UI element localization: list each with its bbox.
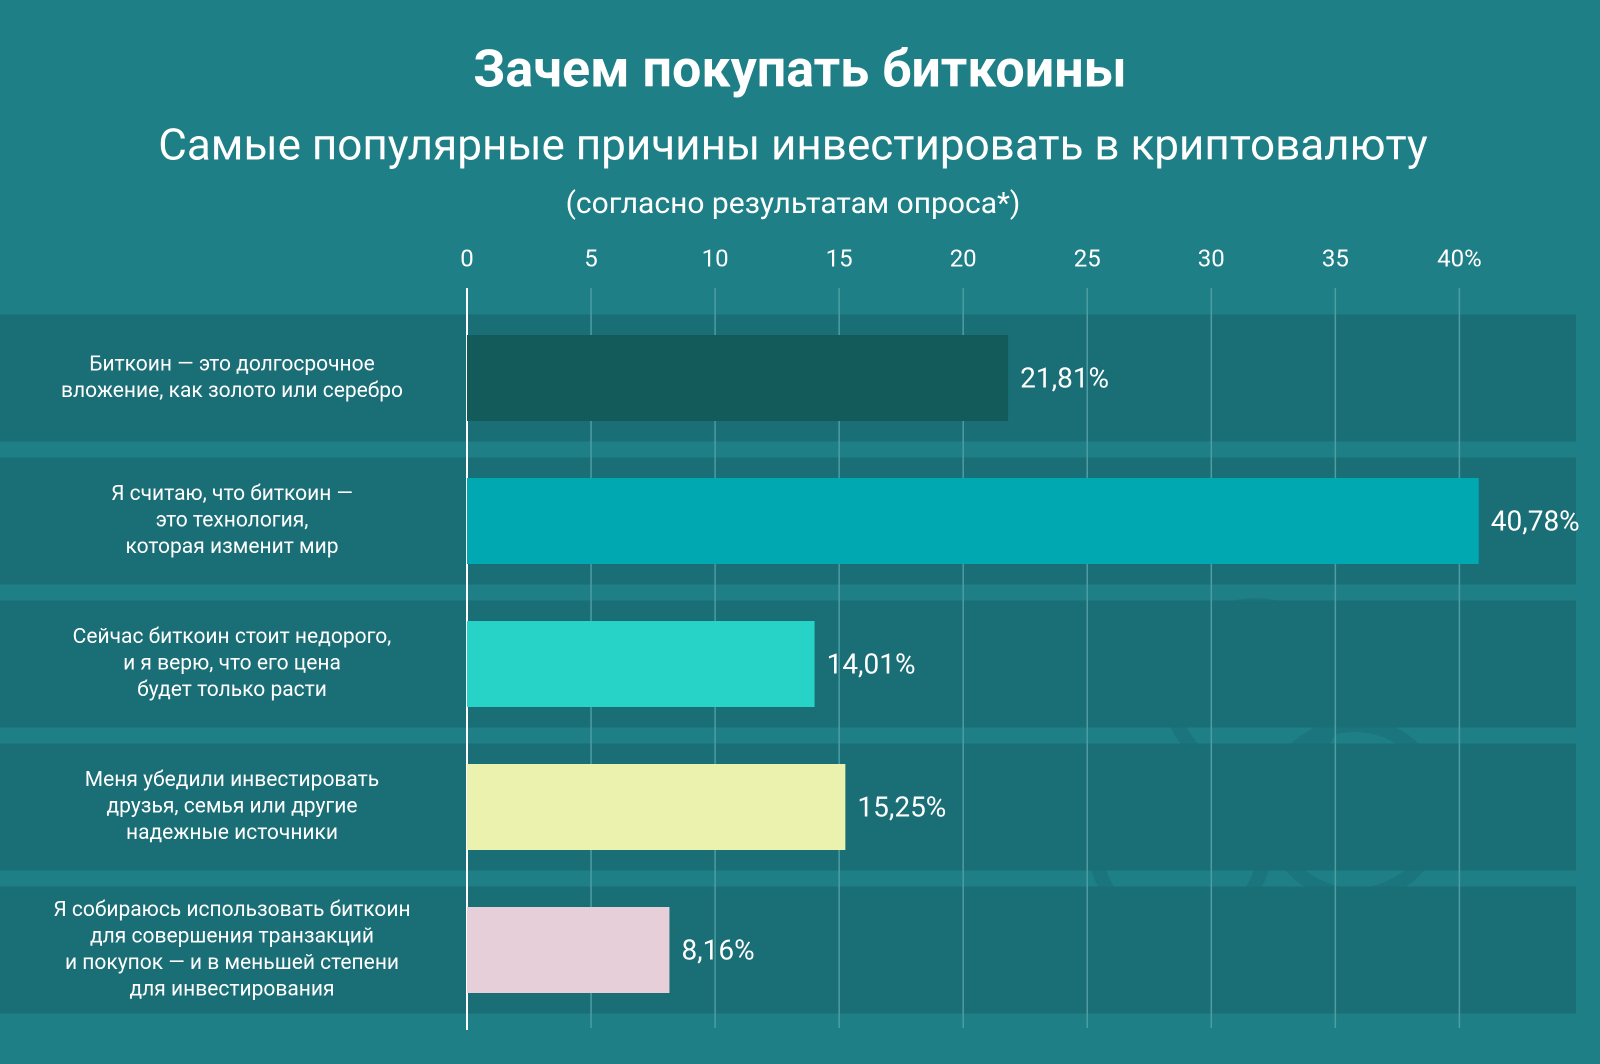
category-label: и я верю, что его цена <box>123 652 341 676</box>
category-label: для совершения транзакций <box>90 924 374 948</box>
category-label: Я считаю, что биткоин — <box>111 482 353 506</box>
value-label: 15,25% <box>857 790 946 823</box>
category-label: Биткоин — это долгосрочное <box>89 352 375 376</box>
x-tick-label: 5 <box>584 244 598 272</box>
category-label: это технология, <box>156 509 309 533</box>
value-label: 8,16% <box>681 933 754 966</box>
bar <box>467 907 670 993</box>
x-tick-label: 0 <box>460 244 474 272</box>
chart-title: Зачем покупать биткоины <box>473 39 1126 100</box>
x-tick-label: 15 <box>826 244 853 272</box>
bar <box>467 478 1479 564</box>
category-label: для инвестирования <box>129 977 334 1001</box>
value-label: 21,81% <box>1020 361 1109 394</box>
category-label: Я собираюсь использовать биткоин <box>53 898 410 922</box>
value-label: 14,01% <box>827 647 916 680</box>
category-label: будет только расти <box>137 678 327 702</box>
bar <box>467 621 815 707</box>
category-label: которая изменит мир <box>125 535 338 559</box>
row-band <box>0 886 1576 1014</box>
chart-note: (согласно результатам опроса*) <box>566 186 1021 221</box>
x-tick-label: 35 <box>1322 244 1349 272</box>
category-label: Сейчас биткоин стоит недорого, <box>73 625 392 649</box>
category-label: Меня убедили инвестировать <box>85 768 379 792</box>
x-tick-label: 25 <box>1074 244 1101 272</box>
bar <box>467 764 846 850</box>
category-label: вложение, как золото или серебро <box>61 379 403 403</box>
x-tick-label: 10 <box>702 244 729 272</box>
bar <box>467 335 1009 421</box>
value-label: 40,78% <box>1491 504 1580 537</box>
category-label: надежные источники <box>126 821 338 845</box>
x-tick-label: 40% <box>1437 244 1482 272</box>
category-label: и покупок — и в меньшей степени <box>65 951 399 975</box>
category-label: друзья, семья или другие <box>106 795 357 819</box>
chart-subtitle: Самые популярные причины инвестировать в… <box>158 119 1428 171</box>
x-tick-label: 30 <box>1198 244 1225 272</box>
x-tick-label: 20 <box>950 244 977 272</box>
